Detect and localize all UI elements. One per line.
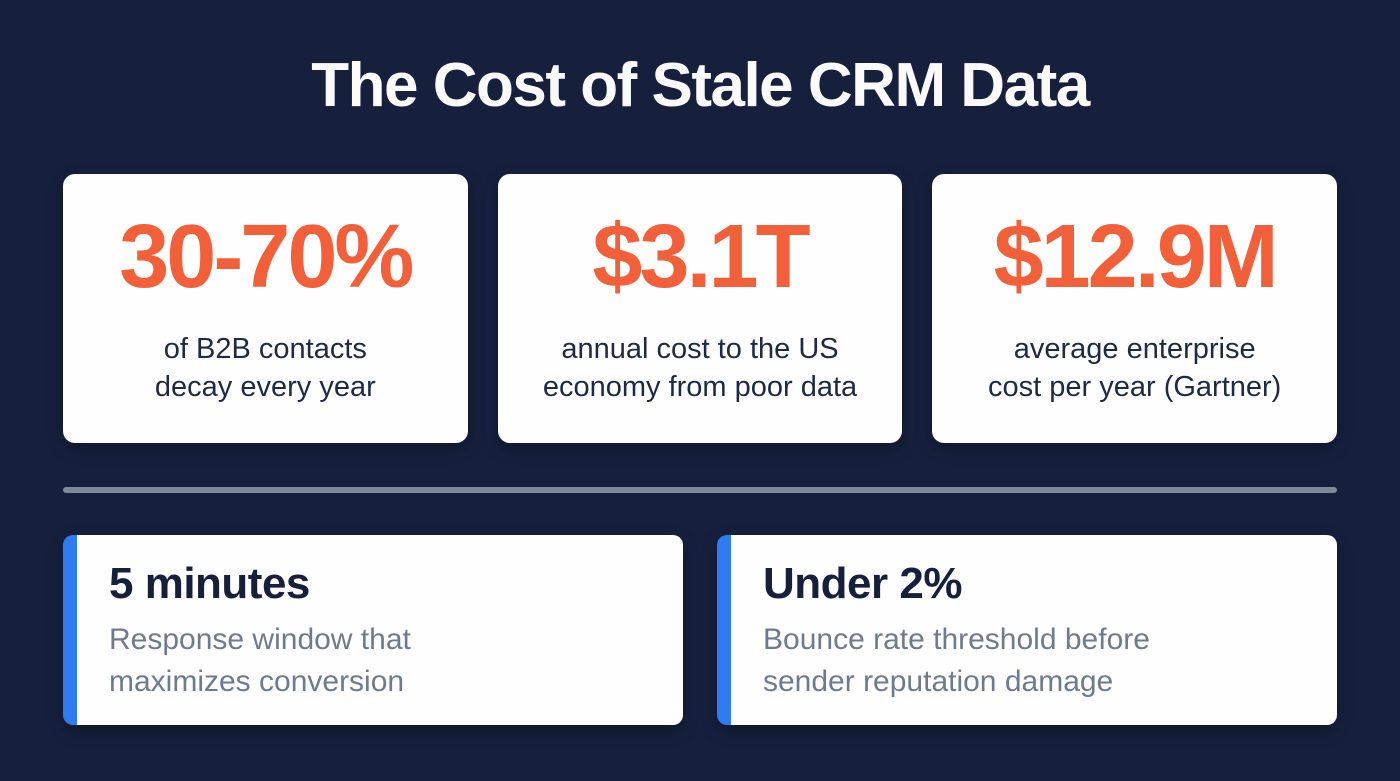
- stat-card-row: 30-70% of B2B contacts decay every year …: [63, 174, 1338, 443]
- highlight-value-response-window: 5 minutes: [109, 559, 310, 608]
- stat-label-line: decay every year: [154, 370, 376, 403]
- stat-label-line: economy from poor data: [542, 370, 858, 403]
- highlight-label-line: Bounce rate threshold before: [763, 623, 1150, 656]
- highlight-card-bounce-rate: Under 2% Bounce rate threshold before se…: [717, 535, 1337, 725]
- stat-card-enterprise-cost: $12.9M average enterprise cost per year …: [932, 174, 1338, 443]
- highlight-value-bounce-rate: Under 2%: [763, 559, 962, 608]
- stat-label-line: average enterprise: [1013, 332, 1256, 365]
- stat-label-us-economy-cost: annual cost to the US economy from poor …: [543, 330, 857, 406]
- stat-card-contact-decay: 30-70% of B2B contacts decay every year: [63, 174, 468, 443]
- highlight-label-line: maximizes conversion: [109, 665, 405, 698]
- stat-label-line: of B2B contacts: [163, 332, 367, 365]
- highlight-label-bounce-rate: Bounce rate threshold before sender repu…: [763, 619, 1309, 703]
- stat-value-us-economy-cost: $3.1T: [592, 206, 810, 307]
- stat-label-line: cost per year (Gartner): [988, 370, 1282, 403]
- page-title: The Cost of Stale CRM Data: [311, 51, 1090, 120]
- stat-value-contact-decay: 30-70%: [119, 206, 414, 307]
- stat-card-us-economy-cost: $3.1T annual cost to the US economy from…: [497, 174, 903, 443]
- highlight-label-line: Response window that: [109, 623, 411, 656]
- highlight-card-response-window: 5 minutes Response window that maximizes…: [63, 535, 683, 725]
- stat-label-contact-decay: of B2B contacts decay every year: [155, 330, 376, 406]
- stat-label-enterprise-cost: average enterprise cost per year (Gartne…: [988, 330, 1281, 406]
- stat-label-line: annual cost to the US: [561, 332, 839, 365]
- section-divider: [63, 487, 1337, 493]
- highlight-label-line: sender reputation damage: [763, 665, 1114, 698]
- highlight-label-response-window: Response window that maximizes conversio…: [109, 619, 655, 703]
- highlight-card-row: 5 minutes Response window that maximizes…: [63, 535, 1337, 725]
- stat-value-enterprise-cost: $12.9M: [993, 206, 1279, 307]
